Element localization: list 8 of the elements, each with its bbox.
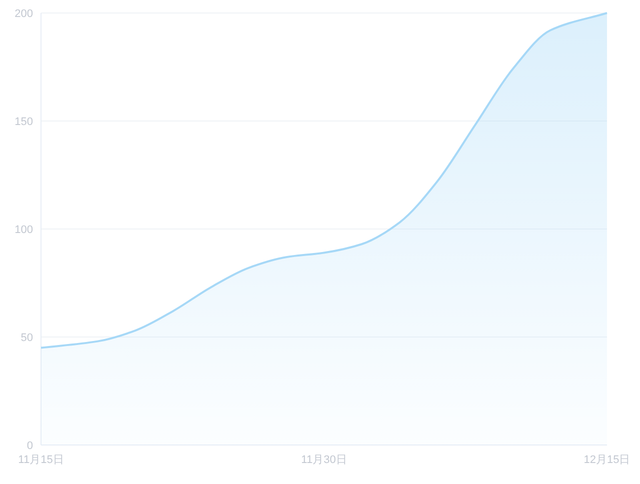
y-tick-label: 50 [20,332,33,344]
y-tick-label: 200 [14,8,33,20]
y-tick-label: 0 [26,440,33,452]
y-tick-label: 100 [14,224,33,236]
x-tick-label: 12月15日 [584,454,630,466]
y-tick-label: 150 [14,116,33,128]
x-tick-label: 11月15日 [18,454,64,466]
x-tick-label: 11月30日 [301,454,347,466]
